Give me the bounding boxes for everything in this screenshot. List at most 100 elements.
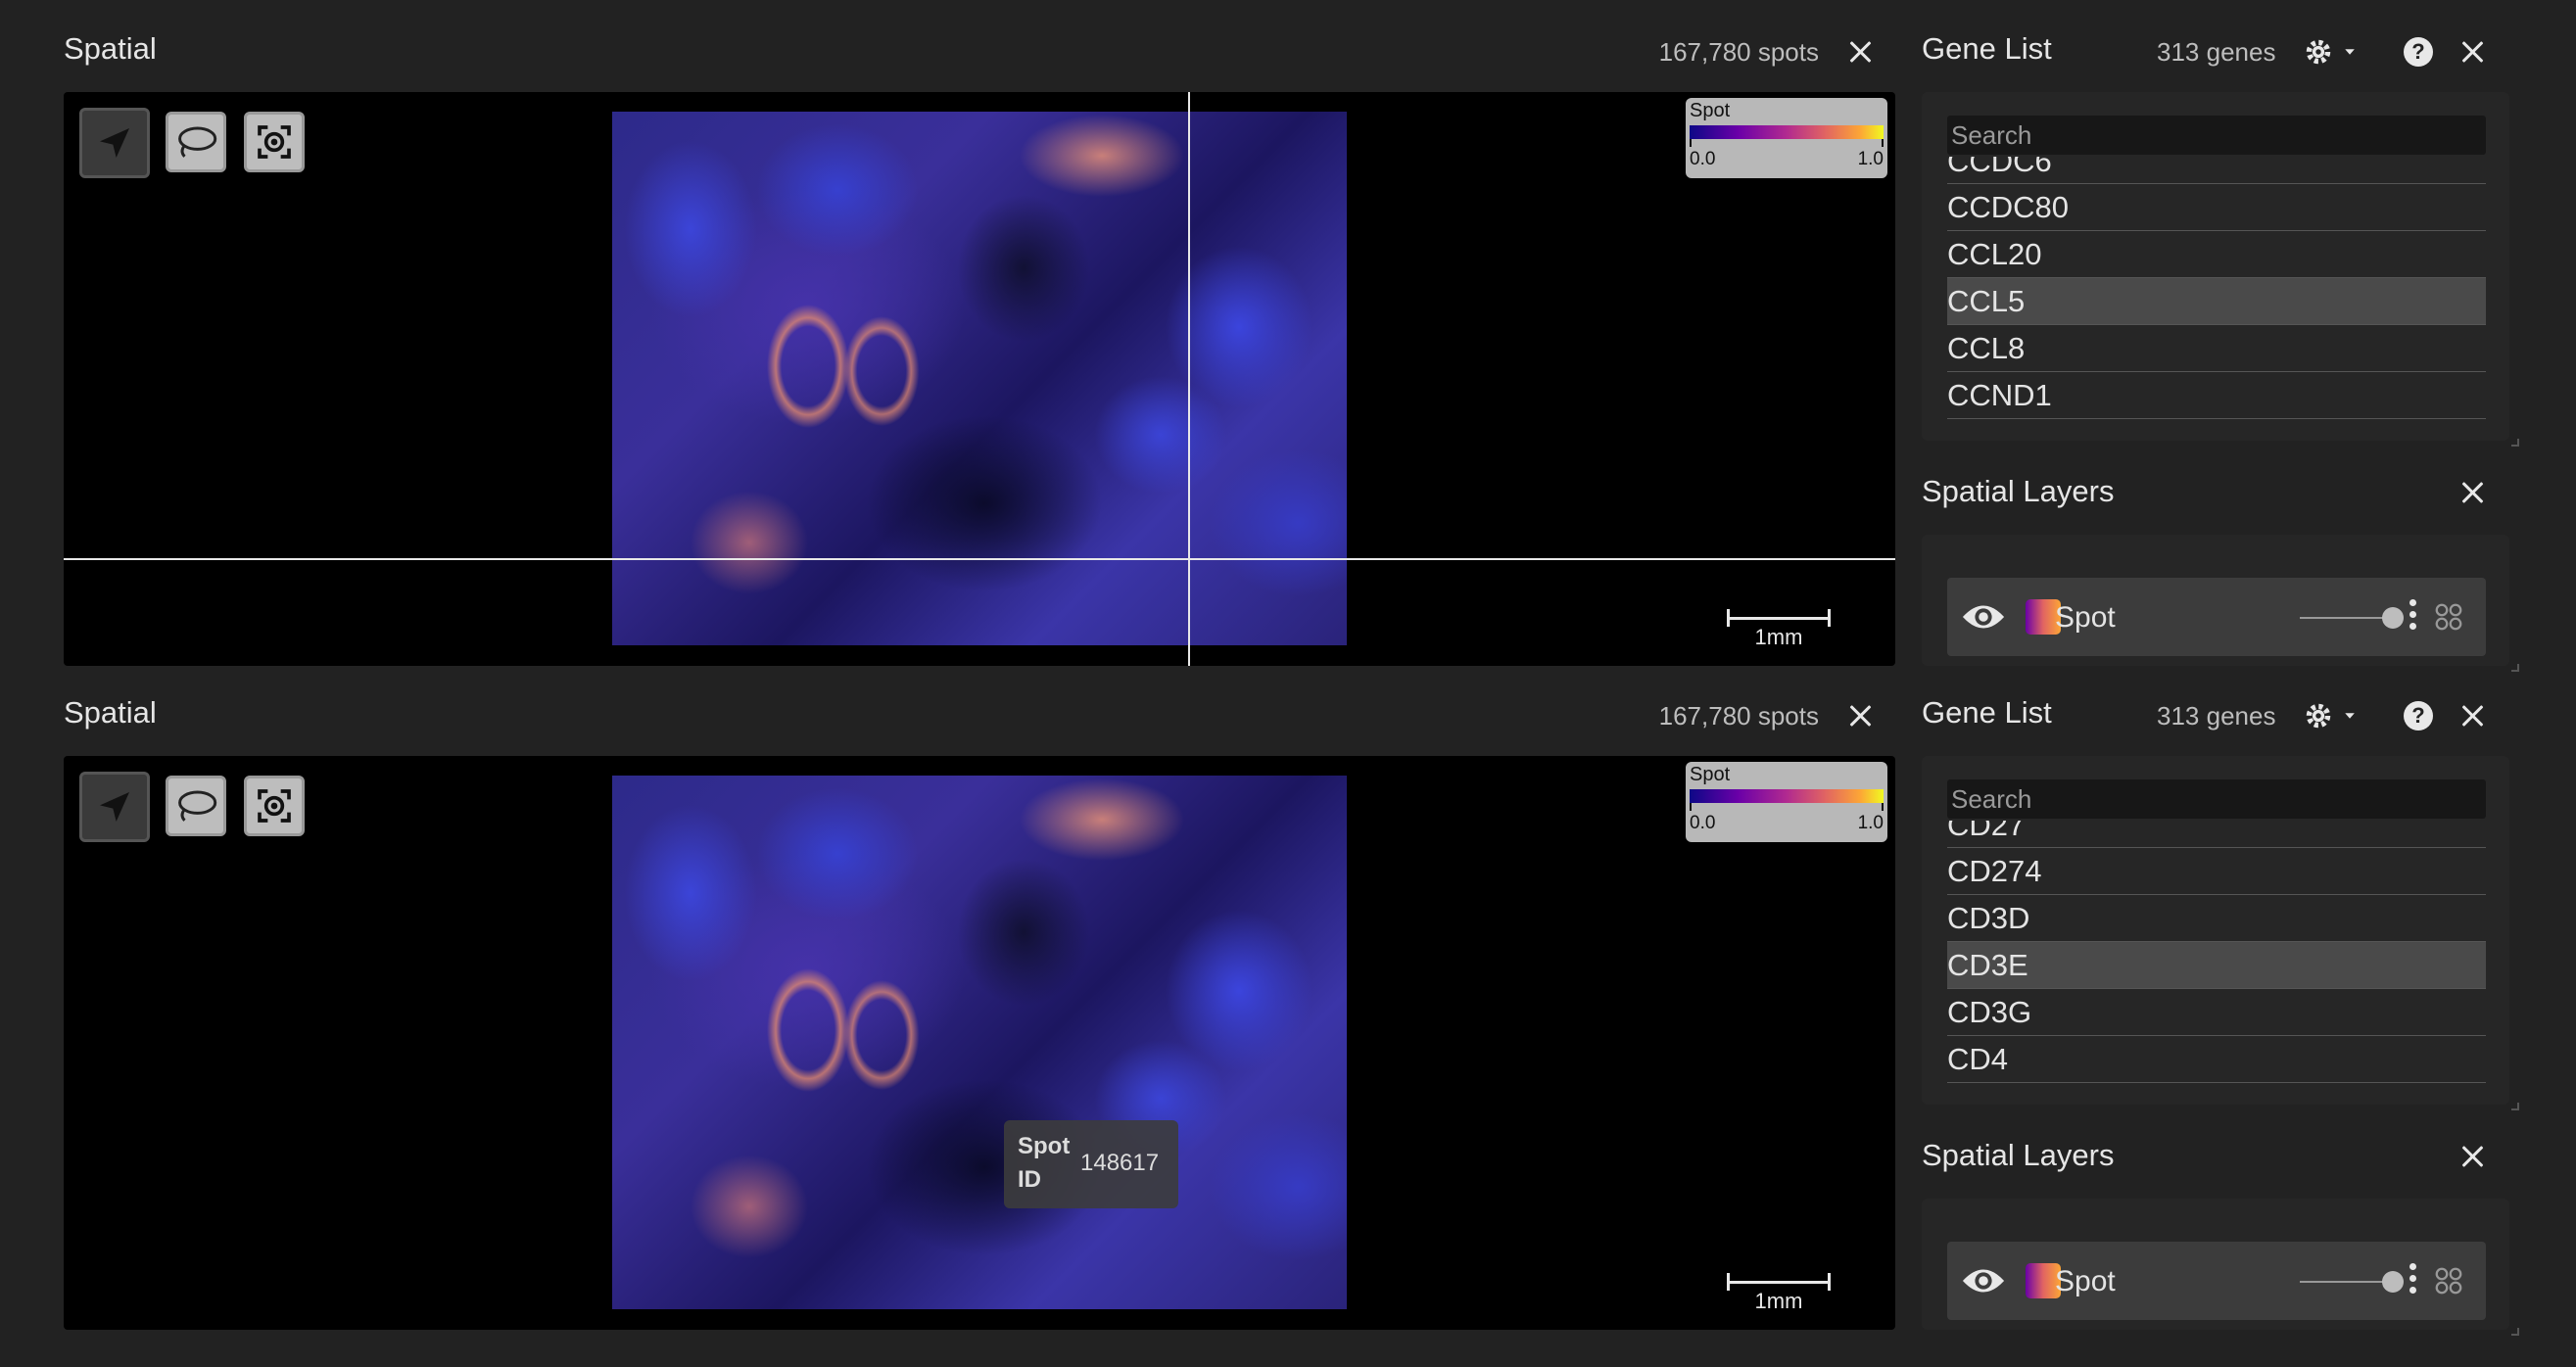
search-input[interactable] (1947, 116, 2486, 155)
channels-icon[interactable] (2435, 603, 2462, 631)
gene-item[interactable]: CD3G (1947, 989, 2486, 1036)
spatial-canvas[interactable]: Spot 0.0 1.0 1mm (64, 92, 1895, 666)
spot-tooltip: Spot ID 148617 (1004, 1120, 1178, 1208)
spatial-header: Spatial 167,780 spots (64, 691, 1895, 740)
close-icon[interactable] (2458, 1142, 2488, 1171)
lasso-tool-button[interactable] (166, 112, 226, 172)
legend-min: 0.0 (1690, 813, 1716, 833)
tooltip-key: Spot ID (1018, 1133, 1071, 1193)
gene-item-selected[interactable]: CD3E (1947, 942, 2486, 989)
legend-gradient (1690, 125, 1884, 139)
gene-item-selected[interactable]: CCL5 (1947, 278, 2486, 325)
channels-icon[interactable] (2435, 1267, 2462, 1295)
help-icon[interactable]: ? (2404, 37, 2433, 67)
view-row-1: Spatial 167,780 spots Spot (0, 0, 2576, 672)
resize-handle[interactable] (2511, 664, 2519, 672)
gear-icon (2306, 703, 2355, 729)
legend-label: Spot (1690, 764, 1731, 785)
layers-title: Spatial Layers (1922, 1138, 2115, 1172)
legend-tick (1882, 803, 1884, 811)
close-icon[interactable] (2458, 701, 2488, 731)
crosshair-vertical (1188, 92, 1190, 666)
lasso-tool-button[interactable] (166, 776, 226, 836)
gear-icon (2306, 39, 2355, 65)
scalebar-line (1727, 1281, 1831, 1284)
resize-handle[interactable] (2511, 1103, 2519, 1110)
caret-down-icon (2345, 49, 2355, 55)
color-legend: Spot 0.0 1.0 (1686, 98, 1887, 178)
eye-icon[interactable] (1961, 1263, 2006, 1298)
legend-tick (1882, 139, 1884, 147)
gene-item[interactable]: CCL20 (1947, 231, 2486, 278)
scalebar-label: 1mm (1754, 1289, 1803, 1313)
scalebar-end (1727, 609, 1730, 627)
gene-item[interactable]: CCL8 (1947, 325, 2486, 372)
gene-list-header: Gene List 313 genes ? (1922, 27, 2517, 76)
gene-list-title: Gene List (1922, 695, 2052, 730)
close-icon[interactable] (1846, 37, 1876, 67)
gene-list-box: CD27 CD274 CD3D CD3E CD3G CD4 (1922, 756, 2519, 1110)
resize-handle[interactable] (2511, 439, 2519, 447)
recenter-icon (258, 125, 291, 159)
scalebar: 1mm (1727, 1269, 1831, 1314)
close-icon[interactable] (2458, 37, 2488, 67)
layer-color-swatch[interactable] (2026, 1263, 2061, 1298)
help-icon[interactable]: ? (2404, 701, 2433, 731)
gene-item[interactable]: CCDC80 (1947, 184, 2486, 231)
scalebar-line (1727, 617, 1831, 620)
legend-gradient (1690, 789, 1884, 803)
kebab-menu-icon[interactable] (2409, 1263, 2417, 1298)
layer-name: Spot (2055, 1265, 2116, 1297)
gene-item[interactable]: CCND1 (1947, 372, 2486, 419)
layer-color-swatch[interactable] (2026, 599, 2061, 635)
spatial-canvas[interactable]: Spot 0.0 1.0 Spot ID 148617 1mm (64, 756, 1895, 1330)
gene-list-box: CCDC6 CCDC80 CCL20 CCL5 CCL8 CCND1 (1922, 92, 2519, 447)
opacity-slider[interactable] (2300, 617, 2388, 619)
opacity-slider[interactable] (2300, 1281, 2388, 1283)
eye-icon[interactable] (1961, 599, 2006, 635)
scalebar: 1mm (1727, 605, 1831, 650)
spatial-view: Spatial 167,780 spots Spot (64, 0, 1895, 666)
tooltip-value: 148617 (1080, 1150, 1160, 1176)
recenter-tool-button[interactable] (244, 112, 305, 172)
kebab-menu-icon[interactable] (2409, 599, 2417, 635)
gene-item[interactable]: CD27 (1947, 821, 2486, 848)
close-icon[interactable] (1846, 701, 1876, 731)
scalebar-label: 1mm (1754, 625, 1803, 649)
navigate-tool-button[interactable] (79, 108, 150, 178)
spatial-view: Spatial 167,780 spots Spot (64, 664, 1895, 1330)
tissue-image (612, 776, 1347, 1309)
legend-tick (1690, 803, 1692, 811)
legend-tick (1690, 139, 1692, 147)
gene-list-header: Gene List 313 genes ? (1922, 691, 2517, 740)
scalebar-end (1727, 1273, 1730, 1291)
gene-list[interactable]: CD27 CD274 CD3D CD3E CD3G CD4 (1947, 821, 2486, 1087)
resize-handle[interactable] (2511, 1328, 2519, 1336)
gene-item[interactable]: CD3D (1947, 895, 2486, 942)
lasso-icon (178, 126, 217, 158)
navigate-tool-button[interactable] (79, 772, 150, 842)
gene-list[interactable]: CCDC6 CCDC80 CCL20 CCL5 CCL8 CCND1 (1947, 157, 2486, 423)
gene-item[interactable]: CD274 (1947, 848, 2486, 895)
opacity-slider-thumb[interactable] (2382, 607, 2404, 629)
gene-item[interactable]: CD4 (1947, 1036, 2486, 1083)
spatial-header: Spatial 167,780 spots (64, 27, 1895, 76)
opacity-slider-thumb[interactable] (2382, 1271, 2404, 1293)
view-row-2: Spatial 167,780 spots Spot (0, 664, 2576, 1336)
gear-button[interactable] (2304, 699, 2362, 737)
layers-box: Spot (1922, 1199, 2519, 1336)
spot-count: 167,780 spots (1658, 701, 1819, 731)
recenter-tool-button[interactable] (244, 776, 305, 836)
layers-title: Spatial Layers (1922, 474, 2115, 508)
layer-row: Spot (1947, 1242, 2486, 1320)
navigate-arrow-icon (100, 792, 129, 822)
gear-button[interactable] (2304, 35, 2362, 73)
spatial-title: Spatial (64, 31, 157, 66)
close-icon[interactable] (2458, 478, 2488, 507)
layer-row: Spot (1947, 578, 2486, 656)
search-input[interactable] (1947, 779, 2486, 819)
spot-count: 167,780 spots (1658, 37, 1819, 67)
legend-min: 0.0 (1690, 149, 1716, 169)
layer-name: Spot (2055, 601, 2116, 634)
gene-item[interactable]: CCDC6 (1947, 157, 2486, 184)
